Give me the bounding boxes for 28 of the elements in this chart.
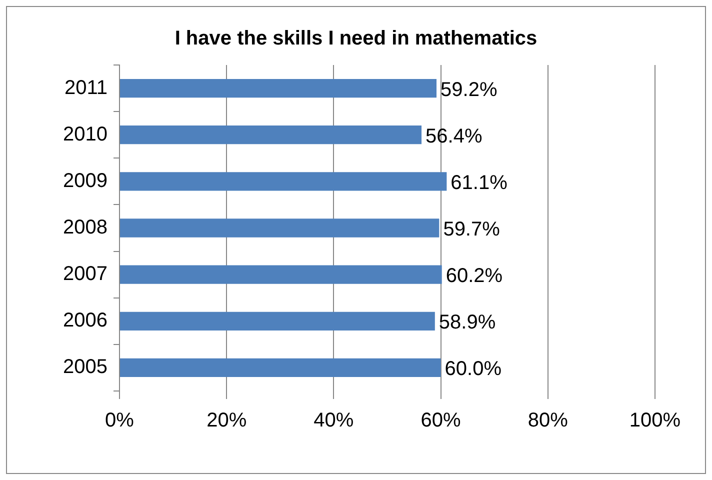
chart-title: I have the skills I need in mathematics <box>174 28 538 50</box>
y-tick-label: 2005 <box>62 356 108 378</box>
data-label: 61.1% <box>450 172 508 194</box>
bar <box>120 265 442 284</box>
bar <box>120 218 440 238</box>
data-label: 59.2% <box>440 78 498 101</box>
x-tick-label: 80% <box>528 410 568 432</box>
y-tick-label: 2010 <box>62 123 108 146</box>
x-tick-label: 40% <box>314 410 354 432</box>
x-tick-label: 60% <box>420 410 462 432</box>
data-label: 60.0% <box>444 358 502 380</box>
bar <box>120 78 437 98</box>
data-label: 59.7% <box>443 218 500 241</box>
data-label: 60.2% <box>446 265 503 288</box>
y-tick-label: 2008 <box>62 216 108 239</box>
data-label: 58.9% <box>438 312 496 334</box>
x-tick-label: 100% <box>629 410 681 432</box>
y-tick-label: 2011 <box>64 76 108 99</box>
bar <box>120 358 441 378</box>
data-label: 56.4% <box>426 125 482 148</box>
bar <box>120 312 435 330</box>
bar <box>120 172 447 191</box>
y-tick-label: 2009 <box>62 170 108 192</box>
x-tick-label: 0% <box>105 410 134 432</box>
y-tick-label: 2007 <box>62 263 108 286</box>
x-tick-label: 20% <box>206 410 247 432</box>
y-tick-label: 2006 <box>62 310 108 332</box>
bar <box>120 126 422 144</box>
